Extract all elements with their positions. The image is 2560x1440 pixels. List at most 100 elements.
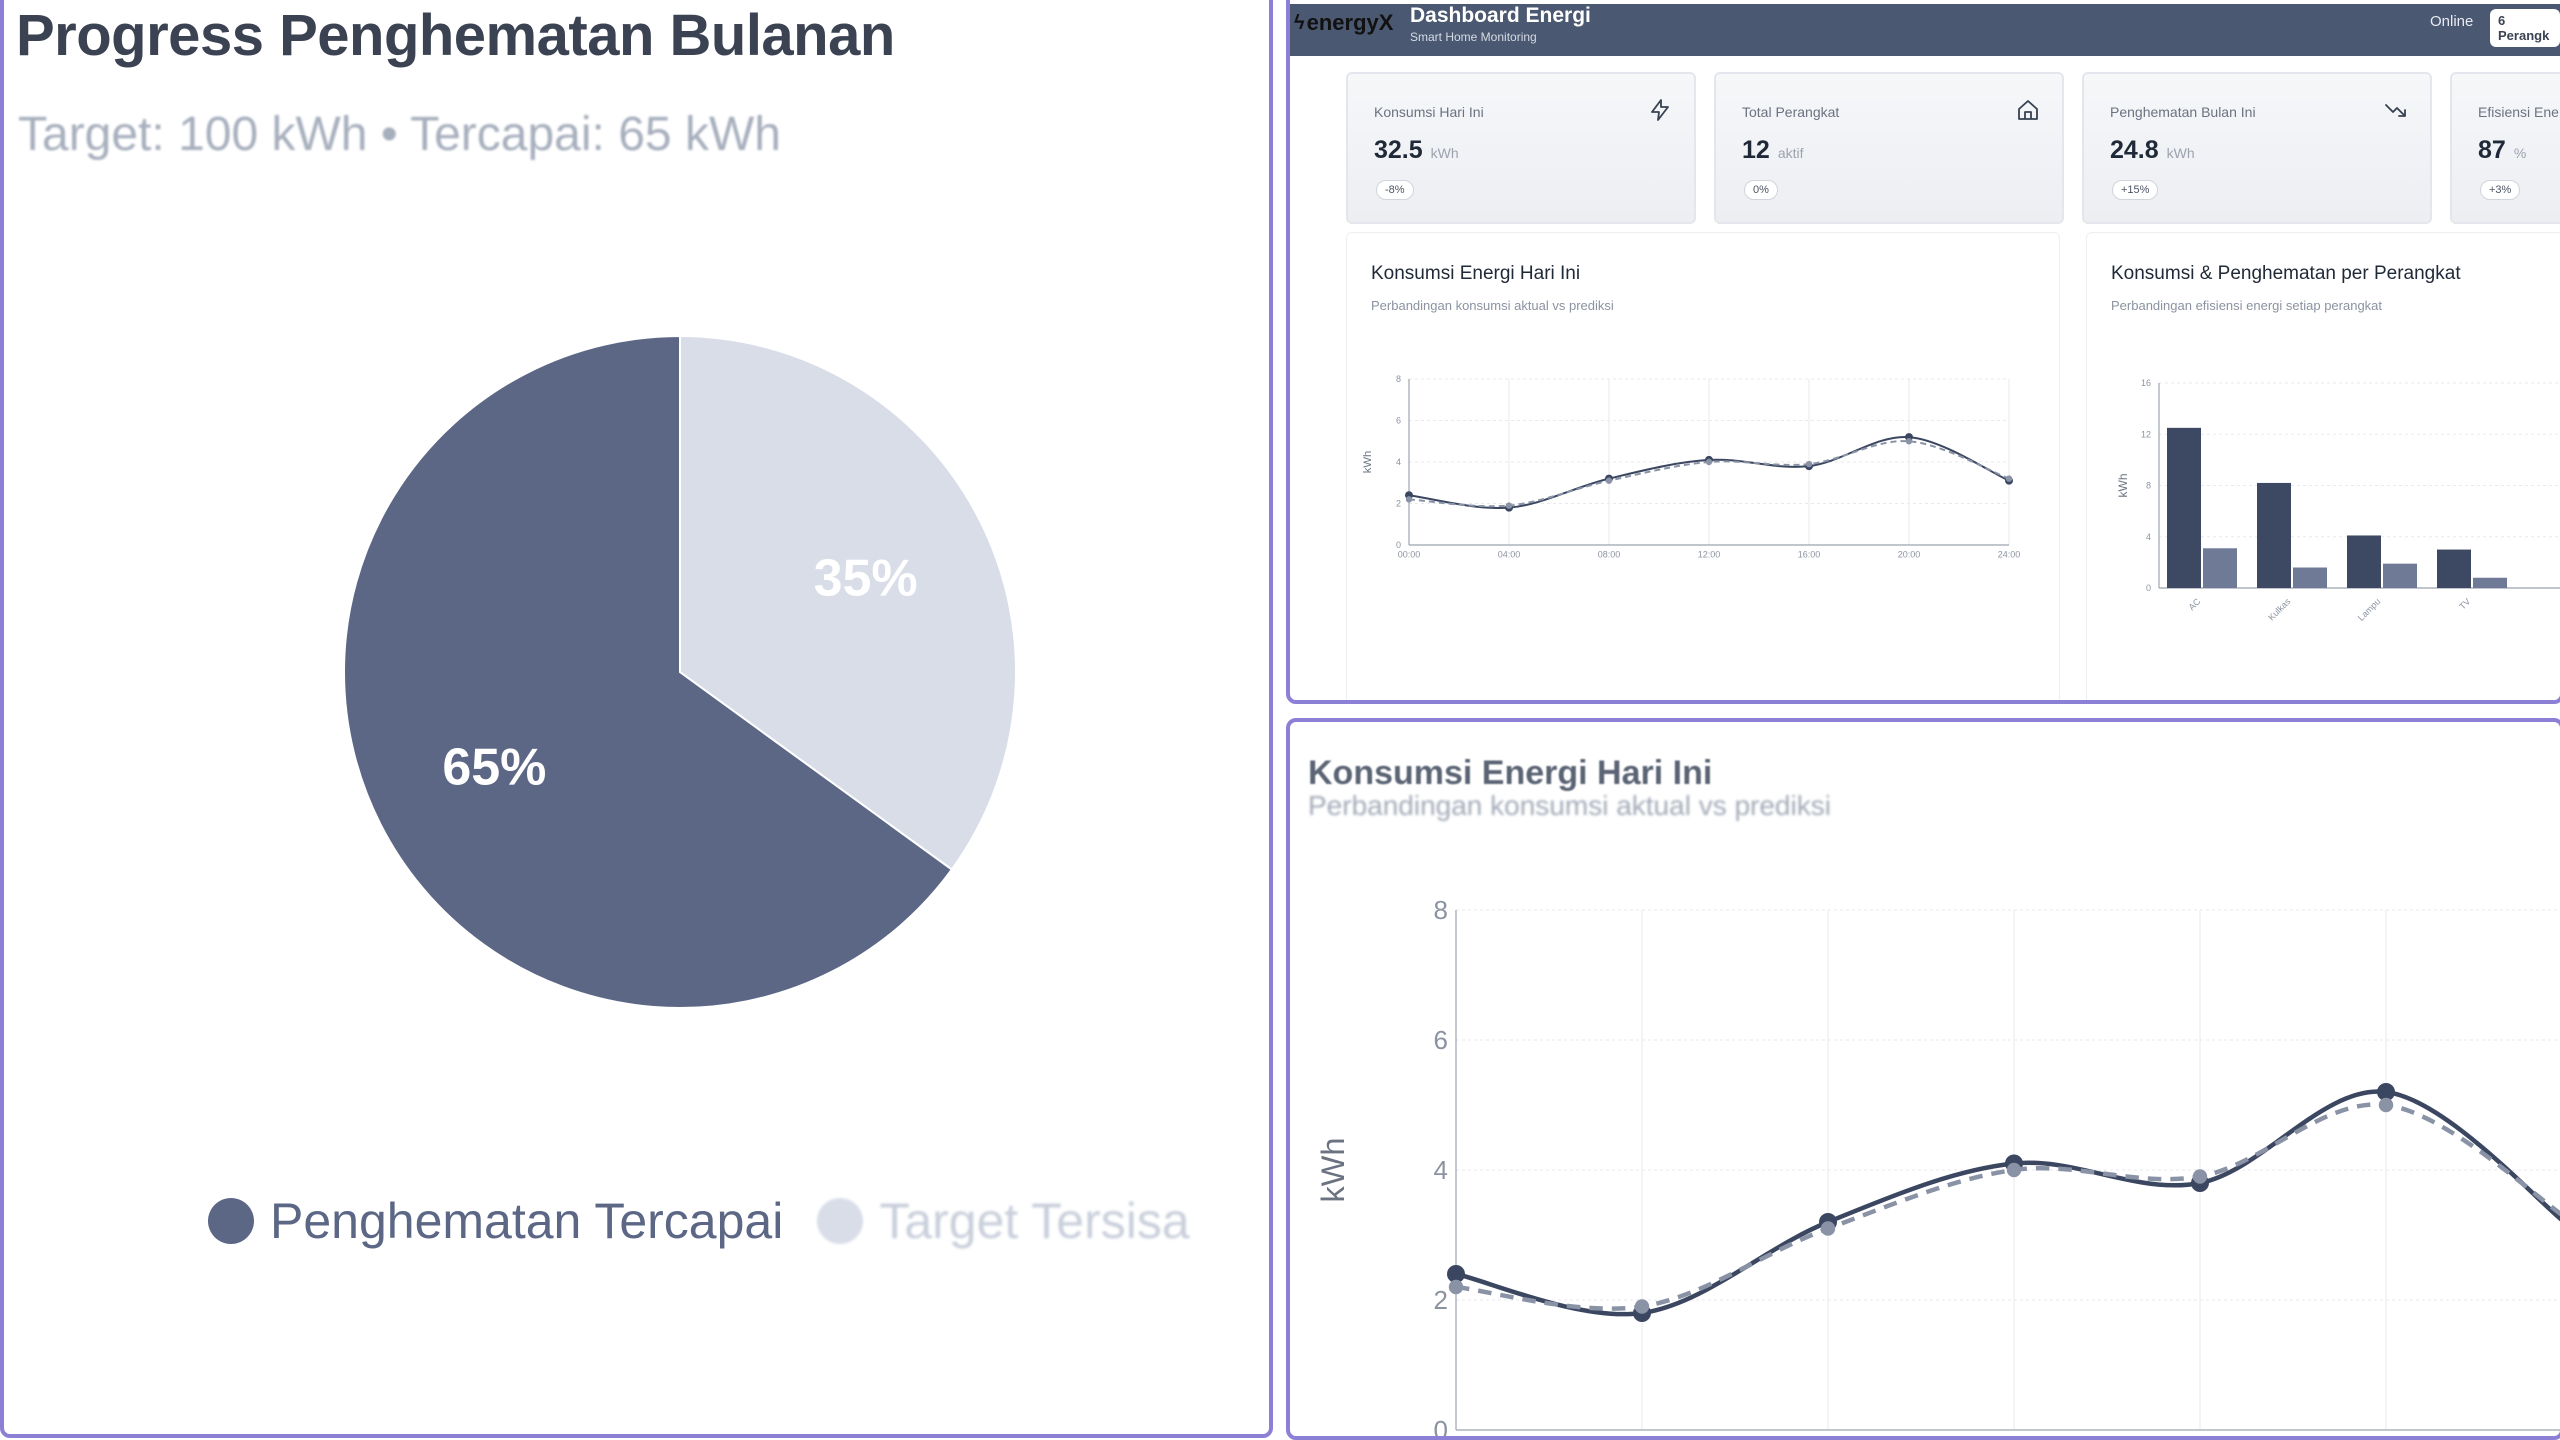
data-point-actual [1447, 1265, 1465, 1283]
bar-consumption [2257, 482, 2291, 588]
stat-value: 87 [2478, 136, 2506, 164]
y-tick-label: 12 [2141, 429, 2151, 439]
app-logo[interactable]: ϟ energyX [1294, 10, 1393, 36]
x-tick-label: 04:00 [1498, 550, 1521, 560]
y-axis-label: kWh [1315, 1138, 1351, 1203]
y-tick-label: 4 [2146, 532, 2151, 542]
panel-title: Progress Penghematan Bulanan [16, 3, 895, 68]
chart-title: Konsumsi & Penghematan per Perangkat [2111, 263, 2461, 284]
device-bar-chart: 0 4 8 12 16 kWh AC Kulkas Lampu TV [2116, 378, 2560, 623]
stat-unit: aktif [1777, 145, 1804, 161]
data-point-predicted [1605, 477, 1613, 484]
stat-change-badge: +15% [2112, 180, 2159, 200]
legend-label-remaining: Target Tersisa [879, 1193, 1190, 1249]
data-point-predicted [1905, 438, 1913, 445]
data-point-predicted [2378, 1097, 2394, 1113]
pie-legend: Penghematan Tercapai Target Tersisa [208, 1192, 1190, 1250]
y-tick-label: 2 [1434, 1285, 1448, 1315]
stat-card-devices[interactable]: Total Perangkat 12 aktif 0% [1714, 72, 2064, 224]
y-tick-label: 8 [2146, 481, 2151, 491]
stat-label: Penghematan Bulan Ini [2110, 104, 2256, 120]
y-tick-label: 0 [2146, 583, 2151, 593]
data-point-predicted [1805, 460, 1813, 468]
home-icon [2018, 100, 2038, 120]
bar-savings [2383, 563, 2417, 588]
y-tick-label: 6 [1396, 416, 1401, 426]
stat-value: 24.8 [2110, 136, 2159, 164]
stat-value-wrap: 32.5 kWh [1374, 136, 1459, 165]
savings-progress-panel: Progress Penghematan Bulanan Target: 100… [0, 0, 1273, 1438]
y-tick-label: 0 [1396, 540, 1401, 550]
bar-savings [2473, 577, 2507, 588]
bolt-icon: ϟ [1294, 11, 1305, 34]
x-tick-label: TV [2457, 596, 2472, 611]
y-axis-label: kWh [1362, 451, 1374, 474]
pie-slice-achieved [343, 334, 954, 1009]
x-tick-label: 12:00 [1698, 550, 1721, 560]
data-point-predicted [1820, 1221, 1836, 1236]
stat-value-wrap: 24.8 kWh [2110, 136, 2195, 165]
stat-change-badge: -8% [1376, 180, 1414, 200]
stat-card-consumption[interactable]: Konsumsi Hari Ini 32.5 kWh -8% [1346, 72, 1696, 224]
stat-value-wrap: 87% [2478, 136, 2526, 165]
status-online: Online [2430, 13, 2474, 30]
pie-slice-label: 35% [814, 549, 918, 607]
panel-subtitle: Target: 100 kWh • Tercapai: 65 kWh [18, 108, 781, 161]
stat-label: Konsumsi Hari Ini [1374, 104, 1484, 120]
bar-savings [2203, 548, 2237, 588]
stat-unit: kWh [2166, 145, 2195, 161]
line-chart-card: Konsumsi Energi Hari Ini Perbandingan ko… [1346, 232, 2060, 700]
legend-item-achieved[interactable]: Penghematan Tercapai [208, 1192, 783, 1250]
x-tick-label: 00:00 [1398, 550, 1421, 560]
series-line-predicted [1455, 1102, 2560, 1311]
legend-dot-achieved [208, 1198, 254, 1244]
pie-slice-remaining [679, 334, 1018, 871]
chart-subtitle: Perbandingan konsumsi aktual vs prediksi [1371, 298, 1614, 313]
data-point-actual [2377, 1083, 2395, 1101]
device-count-badge[interactable]: 6 Perangk [2490, 9, 2560, 47]
dashboard-header: ϟ energyX Dashboard Energi Smart Home Mo… [1290, 4, 2560, 56]
chart-title: Konsumsi Energi Hari Ini [1371, 263, 1581, 284]
stat-unit: % [2513, 145, 2527, 161]
dashboard-panel: ϟ energyX Dashboard Energi Smart Home Mo… [1286, 0, 2560, 704]
legend-label-achieved: Penghematan Tercapai [270, 1193, 784, 1249]
bar-consumption [2347, 535, 2381, 588]
y-tick-label: 16 [2141, 378, 2151, 388]
panel-title: Konsumsi Energi Hari Ini [1308, 754, 1713, 792]
stat-label: Efisiensi Ene [2478, 104, 2559, 120]
series-line-actual [1455, 1089, 2560, 1317]
stat-change-badge: +3% [2480, 180, 2521, 200]
bar-consumption [2437, 549, 2471, 588]
savings-pie-chart: 65% 35% [343, 334, 1018, 1009]
stat-value: 32.5 [1374, 136, 1423, 164]
bar-consumption [2167, 427, 2201, 588]
consumption-line-chart: 0 2 4 6 8 00:00 04:00 08:00 12:00 16:00 20:00 24:00… [1362, 374, 2020, 560]
dashboard-title: Dashboard Energi [1410, 4, 1591, 27]
data-point-predicted [1448, 1279, 1464, 1295]
data-point-predicted [1505, 502, 1513, 509]
logo-text: energyX [1306, 10, 1394, 35]
y-tick-label: 6 [1434, 1025, 1448, 1055]
consumption-line-chart-zoomed: 0246800:0004:0008:0012:0016:0020:0024:00… [1315, 895, 2560, 1436]
y-tick-label: 4 [1434, 1155, 1448, 1185]
stat-card-savings[interactable]: Penghematan Bulan Ini 24.8 kWh +15% [2082, 72, 2432, 224]
y-tick-label: 4 [1396, 457, 1401, 467]
zoomed-line-panel: Konsumsi Energi Hari Ini Perbandingan ko… [1286, 718, 2560, 1440]
y-tick-label: 2 [1396, 499, 1401, 509]
x-tick-label: Kulkas [2266, 596, 2293, 623]
legend-dot-remaining [817, 1198, 864, 1244]
data-point-predicted [2005, 475, 2013, 482]
y-axis-label: kWh [2116, 474, 2130, 498]
stat-unit: kWh [1430, 145, 1459, 161]
stat-label: Total Perangkat [1742, 104, 1840, 120]
lightning-icon [1651, 99, 1669, 121]
bar-chart-card: Konsumsi & Penghematan per Perangkat Per… [2086, 232, 2560, 700]
pie-slice-label: 65% [442, 739, 546, 797]
stat-card-efficiency[interactable]: Efisiensi Ene 87% +3% [2450, 72, 2560, 224]
stat-change-badge: 0% [1744, 180, 1778, 200]
legend-item-remaining[interactable]: Target Tersisa [817, 1192, 1190, 1250]
x-tick-label: 16:00 [1798, 550, 1821, 560]
x-tick-label: 08:00 [1598, 550, 1621, 560]
trend-down-icon [2385, 104, 2406, 117]
data-point-predicted [2006, 1162, 2022, 1178]
